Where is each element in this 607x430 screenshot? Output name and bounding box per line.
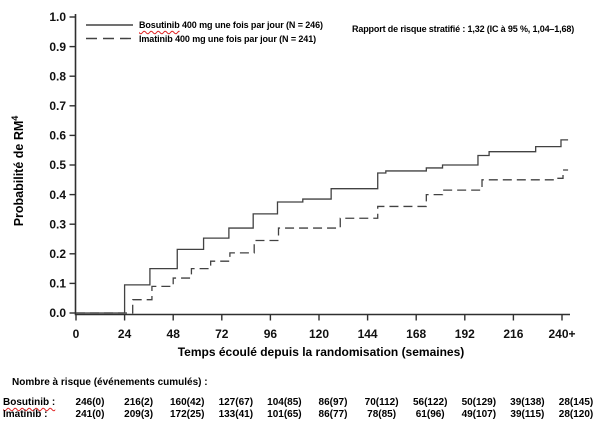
risk-cell: 86(97) xyxy=(318,397,348,408)
y-axis-ticks: 0.0 0.1 0.2 0.3 0.4 0.5 0.6 0.7 0.8 0.9 1.0 xyxy=(49,10,76,320)
y-tick-label: 0.7 xyxy=(49,99,66,113)
risk-cell: 241(0) xyxy=(75,409,105,420)
y-axis-title-superscript: 4 xyxy=(10,115,20,121)
legend-entry-imatinib: Imatinib 400 mg une fois par jour (N = 2… xyxy=(139,33,316,46)
legend-drug-name: Imatinib xyxy=(139,33,173,44)
x-tick-label: 192 xyxy=(455,327,475,341)
risk-cell: 160(42) xyxy=(169,397,205,408)
x-tick-label: 240+ xyxy=(548,327,575,341)
legend-drug-name: Bosutinib xyxy=(139,20,180,30)
risk-cell: 50(129) xyxy=(461,397,497,408)
x-tick-label: 120 xyxy=(309,327,329,341)
risk-cell: 209(3) xyxy=(124,409,154,420)
risk-cell: 28(120) xyxy=(558,409,594,420)
risk-cell: 86(77) xyxy=(318,409,348,420)
risk-cell: 101(65) xyxy=(267,409,302,420)
hazard-ratio-note: Rapport de risque stratifié : 1,32 (IC à… xyxy=(352,24,575,34)
x-tick-label: 0 xyxy=(73,327,80,341)
legend-drug-dose: 400 mg une fois par jour (N = 241) xyxy=(175,33,316,44)
km-plot: 0.0 0.1 0.2 0.3 0.4 0.5 0.6 0.7 0.8 0.9 1.0 0 24 48 7… xyxy=(49,10,576,341)
x-tick-label: 72 xyxy=(215,327,229,341)
risk-cell: 127(67) xyxy=(218,397,254,408)
y-tick-label: 0.3 xyxy=(49,217,66,231)
y-tick-label: 0.1 xyxy=(49,277,66,291)
y-tick-label: 0.2 xyxy=(49,247,66,261)
x-tick-label: 168 xyxy=(406,327,426,341)
y-tick-label: 0.6 xyxy=(49,129,66,143)
y-tick-label: 0.9 xyxy=(49,40,66,54)
legend-line-samples xyxy=(86,24,133,40)
risk-cell: 78(85) xyxy=(367,409,397,420)
risk-cell: 39(115) xyxy=(510,409,545,420)
risk-cell: 70(112) xyxy=(364,397,399,408)
risk-cell: 56(122) xyxy=(412,397,448,408)
risk-table-title: Nombre à risque (événements cumulés) : xyxy=(12,377,208,388)
y-tick-label: 0.4 xyxy=(49,188,66,202)
curve-bosutinib xyxy=(76,139,569,314)
x-axis-ticks: 0 24 48 72 96 120 144 168 192 216 240+ xyxy=(73,314,576,341)
y-tick-label: 0.8 xyxy=(49,69,66,83)
risk-cell: 49(107) xyxy=(461,409,497,420)
risk-cell: 246(0) xyxy=(75,397,105,408)
risk-row-label-bosutinib: Bosutinib : xyxy=(3,397,56,408)
x-tick-label: 216 xyxy=(503,327,523,341)
x-tick-label: 96 xyxy=(264,327,278,341)
y-tick-label: 1.0 xyxy=(49,10,66,24)
risk-row-label-imatinib: Imatinib : xyxy=(3,409,48,420)
y-tick-label: 0.0 xyxy=(49,306,66,320)
risk-cell: 61(96) xyxy=(415,409,445,420)
risk-cell: 133(41) xyxy=(218,409,254,420)
legend-entry-bosutinib: Bosutinib 400 mg une fois par jour (N = … xyxy=(139,19,323,32)
x-tick-label: 24 xyxy=(118,327,132,341)
x-axis-title: Temps écoulé depuis la randomisation (se… xyxy=(177,345,465,359)
risk-cell: 216(2) xyxy=(124,397,154,408)
risk-cell: 39(138) xyxy=(510,397,545,408)
risk-cell: 104(85) xyxy=(267,397,302,408)
x-tick-label: 48 xyxy=(167,327,181,341)
risk-cell: 28(145) xyxy=(558,397,594,408)
curve-imatinib xyxy=(76,169,569,314)
y-axis-title: Probabilité de RM4 xyxy=(10,115,27,227)
y-tick-label: 0.5 xyxy=(49,158,66,172)
survival-curves xyxy=(76,139,569,314)
x-tick-label: 144 xyxy=(358,327,378,341)
legend-drug-dose: 400 mg une fois par jour (N = 246) xyxy=(182,20,323,30)
risk-cell: 172(25) xyxy=(169,409,205,420)
